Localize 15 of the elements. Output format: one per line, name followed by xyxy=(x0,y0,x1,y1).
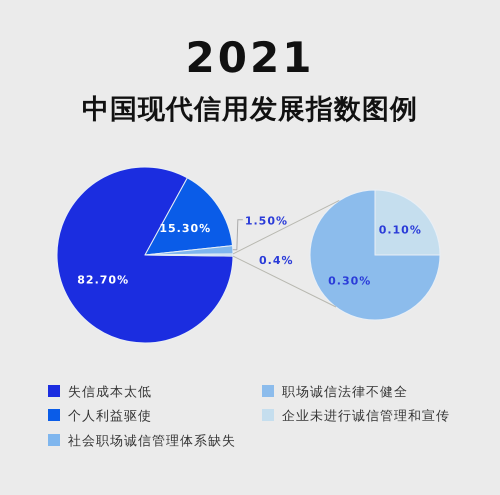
legend-label: 失信成本太低 xyxy=(68,385,152,400)
pie-slice xyxy=(310,190,440,320)
chart-title: 2021 xyxy=(186,33,314,82)
data-label: 0.30% xyxy=(328,274,372,288)
legend-label: 社会职场诚信管理体系缺失 xyxy=(68,434,236,449)
legend-label: 个人利益驱使 xyxy=(68,409,152,424)
data-label: 0.4% xyxy=(259,254,294,267)
data-label: 15.30% xyxy=(159,222,212,236)
data-label: 82.70% xyxy=(77,273,130,286)
chart-subtitle: 中国现代信用发展指数图例 xyxy=(82,94,418,125)
data-label: 0.10% xyxy=(378,224,422,237)
legend-label: 企业未进行诚信管理和宣传 xyxy=(282,408,450,424)
pie-slice xyxy=(56,166,234,344)
legend-label: 职场诚信法律不健全 xyxy=(282,385,408,400)
data-label: 1.50% xyxy=(244,214,288,228)
